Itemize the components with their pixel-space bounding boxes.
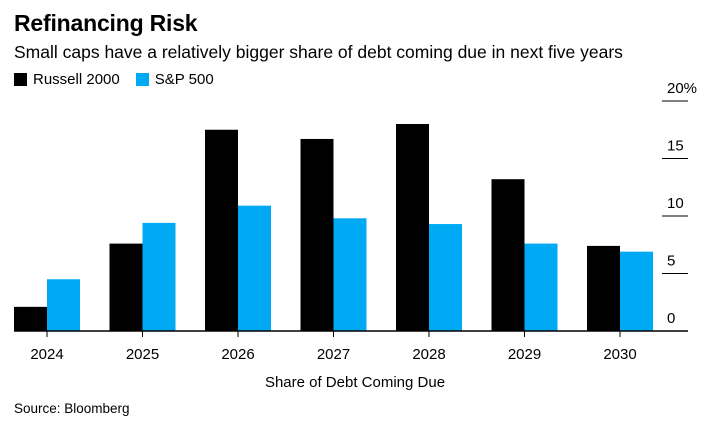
legend-swatch-russell-2000 [14, 73, 27, 86]
x-tick-label-2030: 2030 [603, 346, 636, 363]
x-tick-label-2025: 2025 [126, 346, 159, 363]
bar-s-p-500-2028 [429, 224, 462, 331]
legend-item-sp-500: S&P 500 [135, 71, 214, 88]
bar-s-p-500-2025 [142, 222, 176, 331]
x-tick-label-2026: 2026 [221, 346, 254, 363]
y-tick-label-0: 0 [667, 310, 675, 327]
x-tick-label-2028: 2028 [412, 346, 445, 363]
x-tick-label-2027: 2027 [317, 346, 350, 363]
legend: Russell 2000 S&P 500 [14, 71, 230, 88]
source-note: Source: Bloomberg [14, 401, 130, 416]
bar-s-p-500-2029 [524, 243, 558, 331]
x-tick-label-2024: 2024 [30, 346, 63, 363]
bar-s-p-500-2027 [333, 218, 367, 331]
bar-russell-2000-2027 [300, 138, 334, 331]
bar-s-p-500-2030 [620, 251, 653, 331]
chart-subtitle: Small caps have a relatively bigger shar… [14, 42, 623, 62]
y-tick-label-20: 20% [667, 80, 697, 97]
y-tick-label-5: 5 [667, 253, 675, 270]
legend-swatch-sp-500 [135, 73, 149, 86]
bar-s-p-500-2024 [47, 279, 80, 331]
x-tick-label-2029: 2029 [508, 346, 541, 363]
x-axis-label: Share of Debt Coming Due [265, 374, 445, 391]
chart-title: Refinancing Risk [14, 10, 198, 36]
bar-s-p-500-2026 [238, 205, 271, 331]
y-tick-label-10: 10 [667, 195, 684, 212]
bar-russell-2000-2030 [587, 245, 620, 331]
bar-russell-2000-2028 [396, 124, 429, 331]
y-tick-label-15: 15 [667, 138, 684, 155]
legend-item-russell-2000: Russell 2000 [14, 71, 120, 88]
bar-russell-2000-2025 [109, 243, 143, 331]
bar-russell-2000-2029 [491, 179, 525, 331]
bar-russell-2000-2024 [14, 306, 47, 331]
legend-label-russell-2000: Russell 2000 [33, 71, 120, 88]
legend-label-sp-500: S&P 500 [154, 71, 214, 88]
bar-russell-2000-2026 [205, 129, 238, 331]
